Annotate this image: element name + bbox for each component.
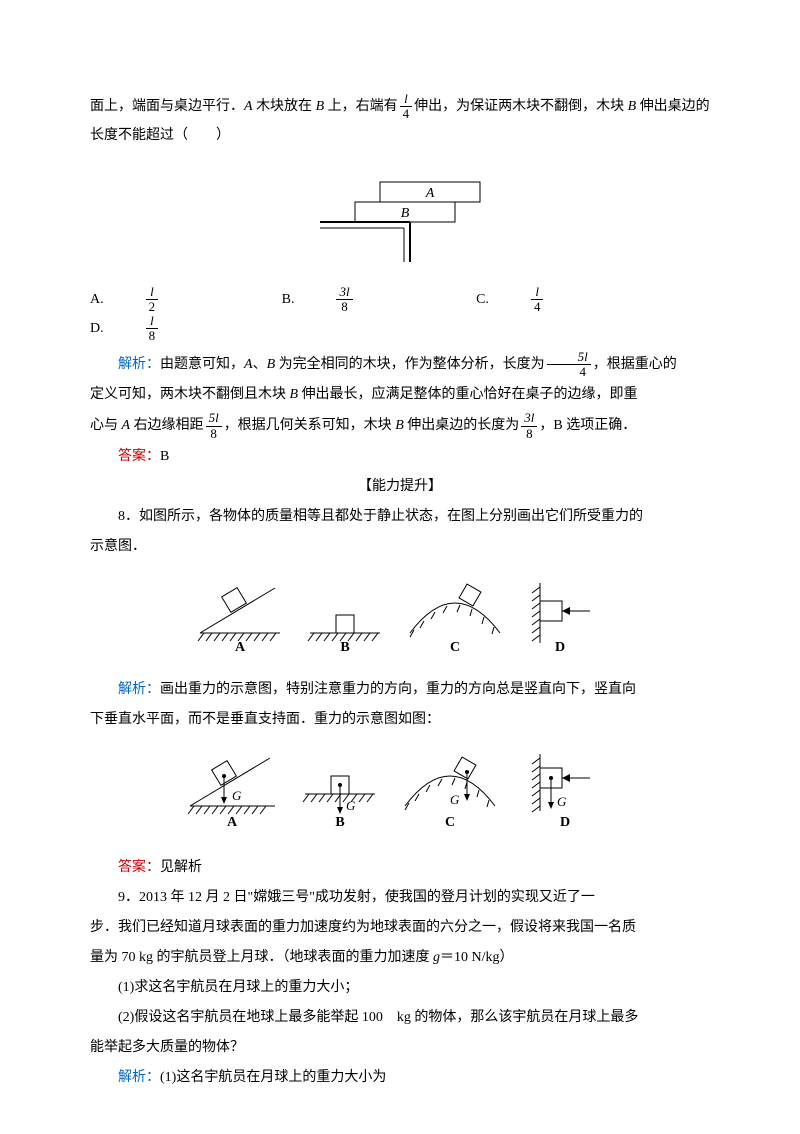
fraction: l4 xyxy=(400,92,413,122)
question-9-line3: 量为 70 kg 的宇航员登上月球．（地球表面的重力加速度 g＝10 N/kg） xyxy=(90,944,710,972)
text: 上，右端有 xyxy=(324,99,398,114)
analysis-q9: 解析：(1)这名宇航员在月球上的重力大小为 xyxy=(90,1064,710,1092)
question-9-part1: (1)求这名宇航员在月球上的重力大小； xyxy=(90,974,710,1002)
section-heading: 【能力提升】 xyxy=(90,473,710,501)
answer-line: 答案：B xyxy=(90,443,710,471)
paragraph-block-overhang: 面上，端面与桌边平行．A 木块放在 B 上，右端有l4伸出，为保证两木块不翻倒，… xyxy=(90,92,710,150)
figure-q8-row2: G A G B G C G xyxy=(90,746,710,842)
figure-q8-row1: A B C D xyxy=(90,573,710,664)
svg-text:B: B xyxy=(335,815,344,830)
svg-text:G: G xyxy=(232,788,242,803)
answer-value: B xyxy=(160,449,169,464)
analysis-label: 解析： xyxy=(118,357,160,372)
svg-text:A: A xyxy=(425,186,435,201)
svg-text:B: B xyxy=(340,640,349,653)
svg-text:A: A xyxy=(235,640,246,653)
answer-options: A.l2 B.3l8 C.l4 D.l8 xyxy=(90,285,710,344)
fraction: l2 xyxy=(146,285,199,315)
analysis-label: 解析： xyxy=(118,682,160,697)
analysis-line2: 定义可知，两木块不翻倒且木块 B 伸出最长，应满足整体的重心恰好在桌子的边缘，即… xyxy=(90,381,710,409)
var-b: B xyxy=(628,99,637,114)
var-b: B xyxy=(316,99,325,114)
svg-text:D: D xyxy=(555,640,565,653)
question-9-part2a: (2)假设这名宇航员在地球上最多能举起 100 kg 的物体，那么该宇航员在月球… xyxy=(90,1004,710,1032)
option-a: A.l2 xyxy=(90,285,238,315)
fraction: l4 xyxy=(531,285,584,315)
fraction: l8 xyxy=(146,314,199,344)
svg-text:A: A xyxy=(227,815,238,830)
svg-text:B: B xyxy=(401,206,410,221)
figure-blocks-on-table: A B xyxy=(90,162,710,273)
text: 木块放在 xyxy=(253,99,316,114)
svg-text:C: C xyxy=(450,640,460,653)
answer-q8: 答案：见解析 xyxy=(90,854,710,882)
answer-label: 答案： xyxy=(118,449,160,464)
question-8-line2: 示意图． xyxy=(90,533,710,561)
analysis-label: 解析： xyxy=(118,1070,160,1085)
analysis-line1: 解析：由题意可知，A、B 为完全相同的木块，作为整体分析，长度为5l4，根据重心… xyxy=(90,350,710,380)
option-c: C.l4 xyxy=(476,285,623,315)
svg-text:G: G xyxy=(346,798,356,813)
fraction: 5l8 xyxy=(206,411,222,441)
text: 伸出，为保证两木块不翻倒，木块 xyxy=(414,99,628,114)
question-9-line1: 9．2013 年 12 月 2 日"嫦娥三号"成功发射，使我国的登月计划的实现又… xyxy=(90,884,710,912)
option-d: D.l8 xyxy=(90,314,238,344)
text: 由题意可知， xyxy=(160,357,244,372)
analysis-line3: 心与 A 右边缘相距5l8，根据几何关系可知，木块 B 伸出桌边的长度为3l8，… xyxy=(90,411,710,441)
svg-text:G: G xyxy=(450,792,460,807)
analysis-q8-line2: 下垂直水平面，而不是垂直支持面．重力的示意图如图： xyxy=(90,706,710,734)
svg-text:C: C xyxy=(445,815,455,830)
fraction: 3l8 xyxy=(336,285,392,315)
answer-label: 答案： xyxy=(118,860,160,875)
fraction: 3l8 xyxy=(521,411,537,441)
option-b: B.3l8 xyxy=(282,285,433,315)
fraction: 5l4 xyxy=(547,350,591,380)
analysis-q8-line1: 解析：画出重力的示意图，特别注意重力的方向，重力的方向总是竖直向下，竖直向 xyxy=(90,676,710,704)
var-a: A xyxy=(244,99,253,114)
text: 面上，端面与桌边平行． xyxy=(90,99,244,114)
question-9-part2b: 能举起多大质量的物体？ xyxy=(90,1034,710,1062)
svg-text:G: G xyxy=(557,794,567,809)
svg-text:D: D xyxy=(560,815,570,830)
question-8-line1: 8．如图所示，各物体的质量相等且都处于静止状态，在图上分别画出它们所受重力的 xyxy=(90,503,710,531)
question-9-line2: 步．我们已经知道月球表面的重力加速度约为地球表面的六分之一，假设将来我国一名质 xyxy=(90,914,710,942)
